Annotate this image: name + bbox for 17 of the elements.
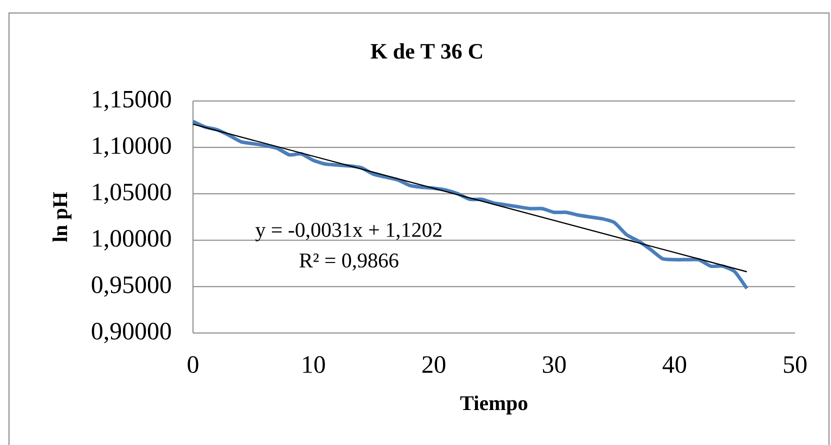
- x-axis-title: Tiempo: [460, 396, 528, 414]
- x-tick-label: 40: [662, 356, 686, 373]
- chart-title: K de T 36 C: [370, 43, 482, 59]
- annotation: y = -0,0031x + 1,1202: [255, 222, 442, 242]
- annotation: R² = 0,9866: [300, 253, 398, 271]
- x-tick-label: 20: [422, 356, 446, 373]
- x-tick-label: 30: [542, 356, 566, 373]
- y-tick-label: 1,10000: [93, 137, 171, 158]
- y-tick-label: 1,15000: [93, 90, 171, 112]
- x-tick-label: 0: [188, 356, 198, 373]
- y-axis-title: ln pH: [52, 192, 72, 242]
- x-tick-label: 50: [784, 356, 807, 373]
- y-tick-label: 1,00000: [93, 230, 171, 250]
- y-tick-label: 0,95000: [92, 276, 171, 297]
- y-tick-label: 0,90000: [92, 322, 171, 344]
- x-tick-label: 10: [303, 356, 325, 373]
- y-tick-label: 1,05000: [93, 184, 171, 204]
